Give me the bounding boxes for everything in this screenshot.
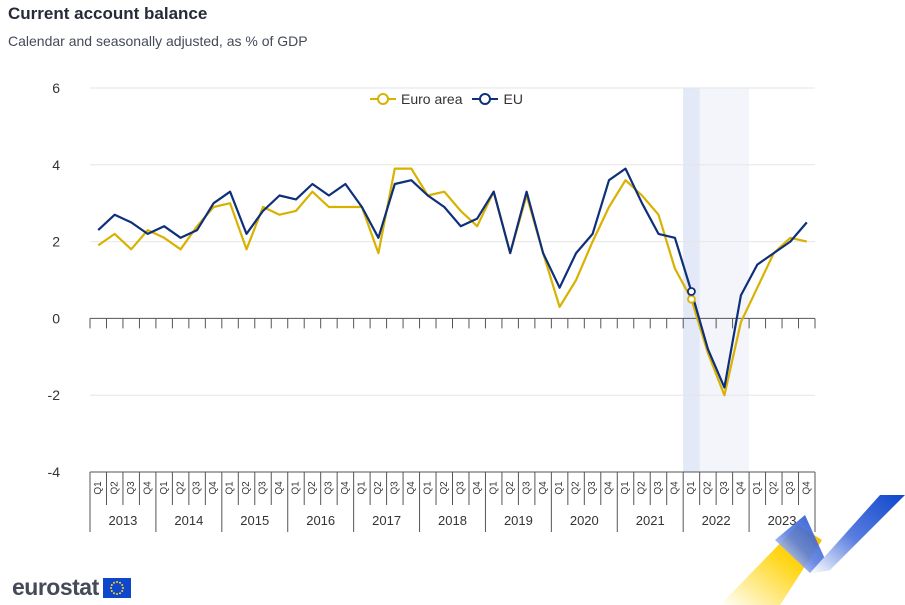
quarter-label: Q4 [274, 481, 285, 495]
year-label: 2022 [702, 513, 731, 528]
legend-label-eu: EU [503, 91, 523, 107]
quarter-label: Q4 [406, 481, 417, 495]
quarter-label: Q2 [439, 481, 450, 495]
quarter-label: Q1 [620, 481, 631, 495]
quarter-label: Q3 [587, 481, 598, 495]
highlight-marker-euro-area [687, 294, 696, 304]
quarter-label: Q4 [340, 481, 351, 495]
quarter-label: Q2 [307, 481, 318, 495]
legend-swatch-euro-area [370, 92, 396, 106]
quarter-label: Q2 [241, 481, 252, 495]
quarter-label: Q1 [159, 481, 170, 495]
quarter-label: Q1 [686, 481, 697, 495]
year-label: 2017 [372, 513, 401, 528]
quarter-label: Q1 [357, 481, 368, 495]
y-tick-label: 4 [52, 157, 60, 173]
legend-label-euro-area: Euro area [401, 91, 463, 107]
legend-swatch-eu [472, 92, 499, 106]
quarter-label: Q2 [175, 481, 186, 495]
quarter-label: Q1 [93, 481, 104, 495]
quarter-label: Q4 [801, 481, 812, 495]
quarter-label: Q1 [488, 481, 499, 495]
chart-title: Current account balance [8, 4, 208, 23]
quarter-label: Q3 [521, 481, 532, 495]
year-label: 2019 [504, 513, 533, 528]
year-label: 2016 [306, 513, 335, 528]
quarter-label: Q4 [735, 481, 746, 495]
quarter-label: Q1 [554, 481, 565, 495]
y-tick-label: -2 [48, 387, 61, 403]
legend: Euro area EU [370, 91, 523, 107]
quarter-label: Q1 [422, 481, 433, 495]
quarter-label: Q2 [505, 481, 516, 495]
quarter-label: Q2 [703, 481, 714, 495]
quarter-label: Q3 [389, 481, 400, 495]
series-line-eu [97, 167, 808, 389]
year-label: 2015 [240, 513, 269, 528]
quarter-label: Q4 [604, 481, 615, 495]
quarter-label: Q3 [653, 481, 664, 495]
y-tick-label: 6 [52, 80, 60, 96]
year-label: 2013 [108, 513, 137, 528]
quarter-label: Q2 [768, 481, 779, 495]
axis-layer: -4 -2 0 2 4 6 Q1 Q2 Q3 Q4 Q1 Q2 Q3 Q4 Q1 Q2 Q3 Q4 Q1 Q2 Q3 Q4… [48, 80, 816, 532]
quarter-label: Q3 [719, 481, 730, 495]
highlighted-quarter [683, 88, 700, 472]
series-layer [97, 167, 808, 397]
eu-flag-icon [102, 577, 131, 598]
corner-decoration [720, 495, 905, 605]
y-tick-label: 2 [52, 234, 60, 250]
y-tick-label: -4 [48, 464, 61, 480]
shade-layer [683, 88, 750, 472]
quarter-label: Q3 [785, 481, 796, 495]
year-label: 2014 [174, 513, 203, 528]
quarter-label: Q2 [571, 481, 582, 495]
quarter-label: Q3 [455, 481, 466, 495]
legend-item-euro-area[interactable]: Euro area [370, 91, 462, 107]
quarter-label: Q1 [225, 481, 236, 495]
quarter-label: Q2 [373, 481, 384, 495]
quarter-label: Q3 [324, 481, 335, 495]
quarter-label: Q3 [126, 481, 137, 495]
year-label: 2023 [768, 513, 797, 528]
year-label: 2018 [438, 513, 467, 528]
quarter-label: Q1 [752, 481, 763, 495]
y-tick-label: 0 [52, 310, 60, 326]
logo-text: eurostat [12, 574, 99, 600]
legend-item-eu[interactable]: EU [472, 91, 523, 107]
quarter-label: Q3 [192, 481, 203, 495]
highlight-marker-eu [687, 287, 696, 296]
chart-subtitle: Calendar and seasonally adjusted, as % o… [8, 33, 308, 49]
quarter-label: Q3 [258, 481, 269, 495]
quarter-label: Q4 [538, 481, 549, 495]
year-label: 2021 [636, 513, 665, 528]
quarter-label: Q4 [472, 481, 483, 495]
quarter-label: Q2 [109, 481, 120, 495]
quarter-label: Q2 [637, 481, 648, 495]
quarter-label: Q1 [291, 481, 302, 495]
year-label: 2020 [570, 513, 599, 528]
eurostat-logo: eurostat [12, 574, 131, 601]
quarter-label: Q4 [670, 481, 681, 495]
quarter-label: Q4 [142, 481, 153, 495]
quarter-label: Q4 [208, 481, 219, 495]
